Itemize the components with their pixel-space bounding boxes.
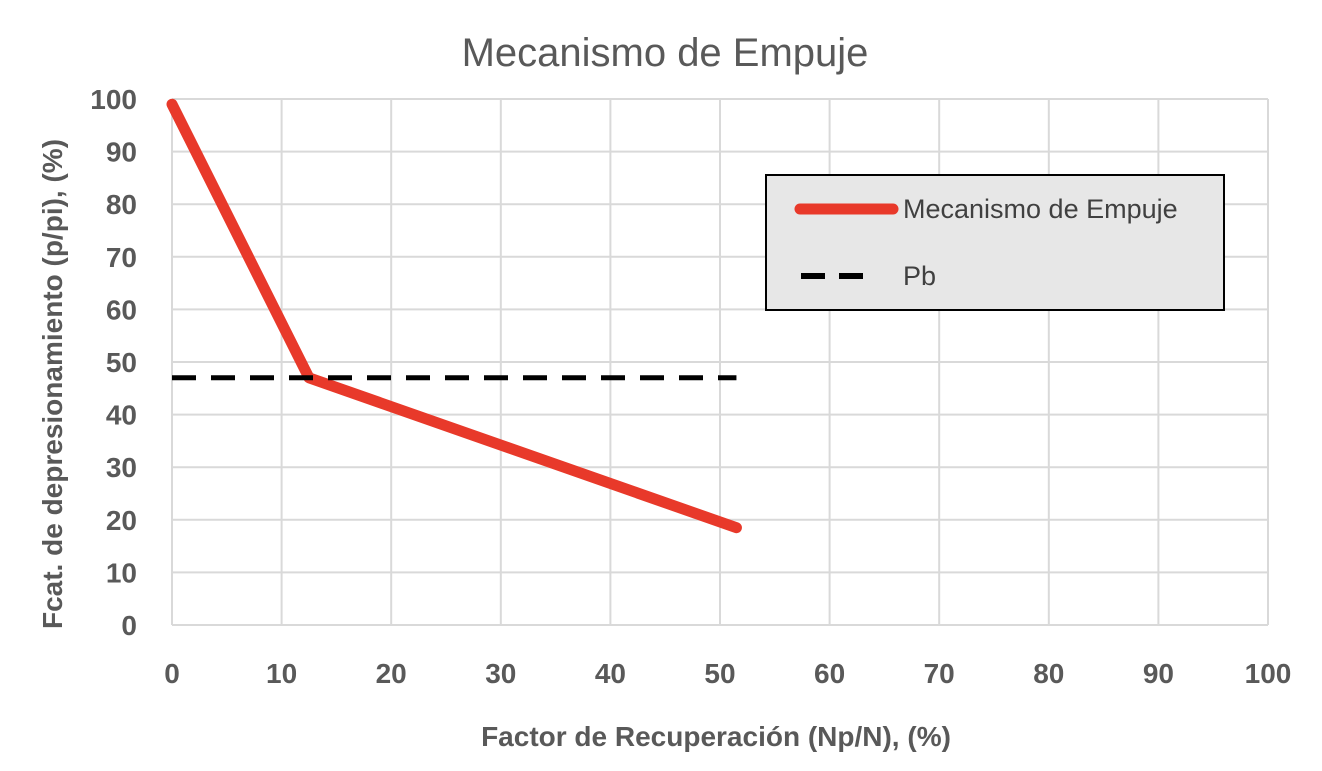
chart-title: Mecanismo de Empuje [462,31,869,75]
legend: Mecanismo de Empuje Pb [765,174,1225,311]
x-tick-label: 10 [266,658,297,689]
y-tick-label: 20 [106,505,137,536]
x-tick-label: 40 [595,658,626,689]
y-tick-label: 100 [90,84,137,115]
x-tick-label: 60 [814,658,845,689]
y-tick-label: 10 [106,557,137,588]
y-tick-label: 70 [106,242,137,273]
y-tick-label: 40 [106,400,137,431]
legend-box [765,174,1225,311]
x-tick-label: 70 [924,658,955,689]
x-tick-label: 90 [1143,658,1174,689]
y-tick-label: 90 [106,137,137,168]
x-axis-title: Factor de Recuperación (Np/N), (%) [481,721,951,752]
y-tick-label: 50 [106,347,137,378]
x-tick-label: 80 [1033,658,1064,689]
x-tick-label: 50 [704,658,735,689]
series-layer [166,98,742,534]
y-axis-title: Fcat. de depresionamiento (p/pi), (%) [37,139,68,629]
series-line-mecanismo [166,98,742,534]
y-tick-label: 30 [106,452,137,483]
y-tick-label: 0 [121,610,137,641]
x-tick-label: 0 [164,658,180,689]
y-tick-label: 80 [106,189,137,220]
x-tick-label: 20 [376,658,407,689]
legend-label-mecanismo: Mecanismo de Empuje [903,194,1178,224]
x-tick-label: 30 [485,658,516,689]
y-tick-label: 60 [106,294,137,325]
x-tick-label: 100 [1245,658,1292,689]
legend-label-pb: Pb [903,261,936,291]
tick-layer: 0 10 20 30 40 50 60 70 80 90 100 0 10 20 30 40 50 60 70 80 9… [90,84,1291,689]
